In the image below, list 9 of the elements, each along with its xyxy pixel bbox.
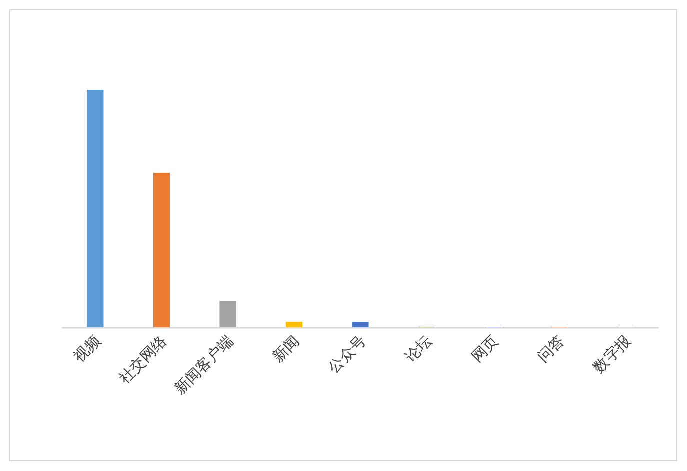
x-tick-label: 视频 bbox=[71, 332, 104, 366]
x-tick-label: 问答 bbox=[534, 332, 568, 366]
x-tick-label: 公众号 bbox=[325, 332, 370, 377]
x-tick-label: 数字报 bbox=[590, 332, 634, 377]
x-tick-label: 网页 bbox=[469, 334, 502, 366]
x-tick-label: 论坛 bbox=[402, 332, 436, 366]
x-tick-label: 新闻客户端 bbox=[172, 332, 237, 398]
x-tick-label: 社交网络 bbox=[116, 332, 171, 388]
x-tick-label: 新闻 bbox=[270, 332, 304, 366]
